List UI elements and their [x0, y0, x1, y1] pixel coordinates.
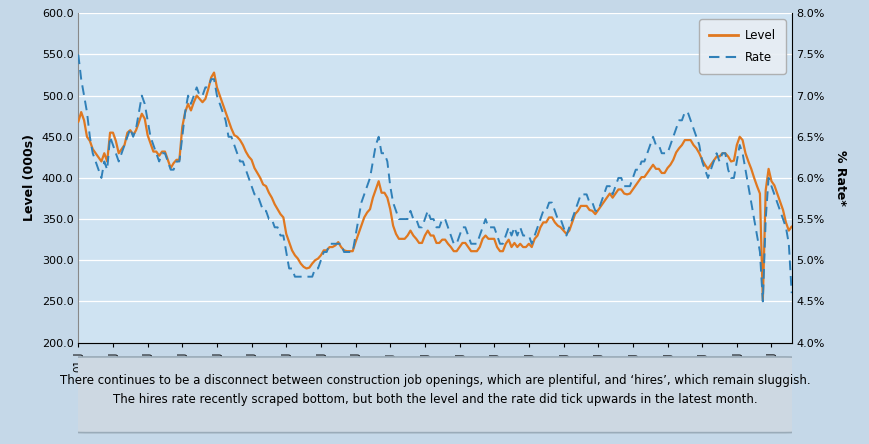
X-axis label: Year & Month: Year & Month	[387, 375, 482, 388]
FancyBboxPatch shape	[71, 357, 798, 432]
Legend: Level, Rate: Level, Rate	[699, 19, 785, 74]
Y-axis label: % Rate*: % Rate*	[833, 150, 846, 206]
Text: There continues to be a disconnect between construction job openings, which are : There continues to be a disconnect betwe…	[60, 374, 809, 406]
Y-axis label: Level (000s): Level (000s)	[23, 135, 36, 222]
